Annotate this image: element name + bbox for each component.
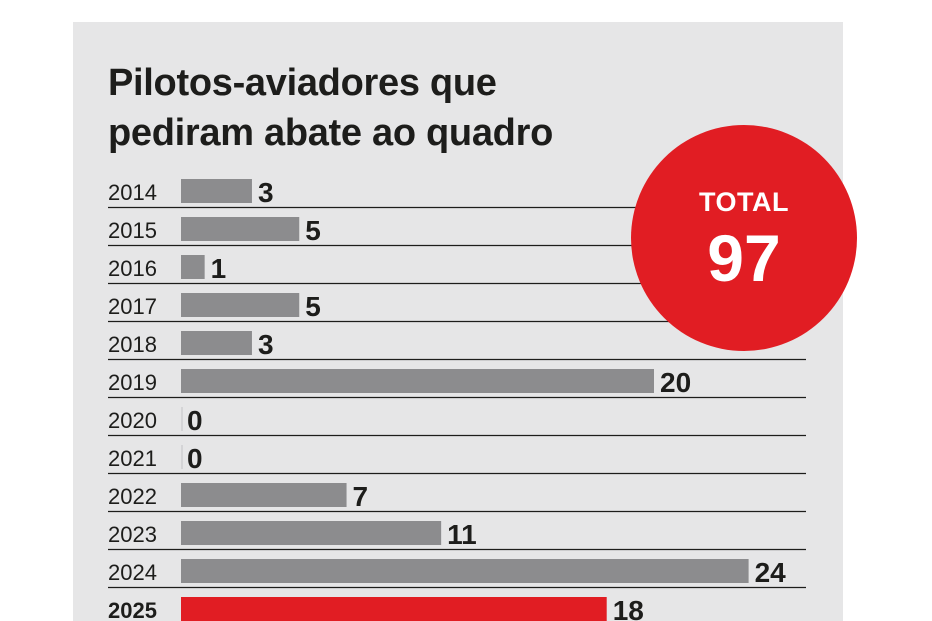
y-tick-label: 2018 bbox=[108, 332, 157, 357]
y-tick-label: 2016 bbox=[108, 256, 157, 281]
y-tick-label: 2024 bbox=[108, 560, 157, 585]
y-tick-label: 2025 bbox=[108, 598, 157, 621]
bar bbox=[181, 597, 607, 621]
y-tick-label: 2020 bbox=[108, 408, 157, 433]
bar bbox=[181, 217, 300, 241]
data-label: 0 bbox=[187, 405, 203, 436]
data-label: 0 bbox=[187, 443, 203, 474]
total-value: 97 bbox=[707, 221, 781, 295]
bar bbox=[181, 521, 442, 545]
total-label: TOTAL bbox=[699, 187, 789, 217]
y-tick-label: 2019 bbox=[108, 370, 157, 395]
bar bbox=[181, 369, 654, 393]
data-label: 7 bbox=[353, 481, 369, 512]
data-label: 5 bbox=[305, 215, 321, 246]
y-tick-label: 2015 bbox=[108, 218, 157, 243]
bar bbox=[181, 293, 300, 317]
data-label: 1 bbox=[211, 253, 227, 284]
y-tick-label: 2021 bbox=[108, 446, 157, 471]
bar bbox=[181, 255, 205, 279]
total-badge: TOTAL 97 bbox=[631, 125, 857, 351]
bar bbox=[181, 407, 183, 431]
bar bbox=[181, 483, 347, 507]
y-tick-label: 2014 bbox=[108, 180, 157, 205]
data-label: 3 bbox=[258, 177, 274, 208]
bar bbox=[181, 445, 183, 469]
data-label: 11 bbox=[447, 519, 477, 550]
data-label: 3 bbox=[258, 329, 274, 360]
bar bbox=[181, 331, 252, 355]
y-tick-label: 2023 bbox=[108, 522, 157, 547]
data-label: 5 bbox=[305, 291, 321, 322]
data-label: 20 bbox=[660, 367, 691, 398]
bar bbox=[181, 559, 749, 583]
y-tick-label: 2017 bbox=[108, 294, 157, 319]
data-label: 18 bbox=[613, 595, 644, 621]
chart-title: Pilotos-aviadores que pediram abate ao q… bbox=[108, 62, 553, 154]
y-tick-label: 2022 bbox=[108, 484, 157, 509]
bar bbox=[181, 179, 252, 203]
data-label: 24 bbox=[755, 557, 787, 588]
